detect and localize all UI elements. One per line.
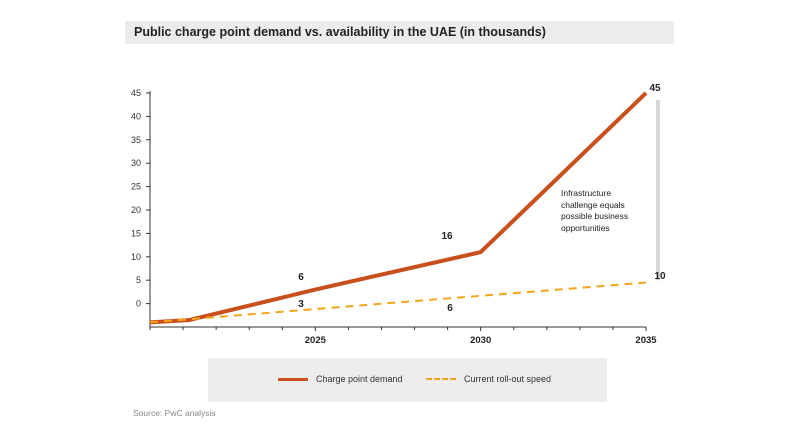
data-label-rollout: 6 (447, 303, 453, 314)
y-tick-label: 30 (131, 158, 141, 168)
series-line-rollout (149, 281, 647, 324)
chart-title-bar: Public charge point demand vs. availabil… (125, 21, 674, 44)
legend-label: Current roll-out speed (464, 374, 552, 384)
x-tick-label: 2030 (470, 335, 491, 346)
x-tick-label: 2035 (635, 335, 657, 346)
y-tick-label: 25 (131, 182, 141, 192)
legend: Charge point demand Current roll-out spe… (208, 358, 607, 402)
series-line-demand (149, 91, 648, 325)
y-tick-label: 35 (131, 135, 141, 145)
y-tick-label: 15 (131, 228, 141, 238)
annotation-line: opportunities (561, 222, 610, 233)
source-note: Source: PwC analysis (133, 408, 216, 418)
legend-item-demand: Charge point demand (278, 374, 403, 384)
data-label-demand: 45 (649, 83, 661, 94)
y-tick-label: 45 (131, 88, 141, 98)
legend-swatch-dashed (426, 378, 456, 380)
data-label-rollout: 10 (654, 271, 666, 282)
annotation-line: Infrastructure (561, 188, 612, 198)
annotation-line: challenge equals (561, 199, 625, 210)
annotation-line: possible business (561, 211, 629, 221)
legend-item-rollout: Current roll-out speed (426, 374, 551, 384)
legend-swatch-solid (278, 377, 308, 381)
data-label-demand: 6 (298, 272, 304, 283)
annotation-text: Infrastructure challenge equals possible… (561, 188, 661, 234)
x-tick-label: 2025 (305, 335, 327, 346)
data-label-rollout: 3 (298, 299, 304, 310)
y-tick-label: 5 (136, 275, 141, 285)
chart-title: Public charge point demand vs. availabil… (134, 25, 546, 39)
y-tick-label: 40 (131, 111, 141, 121)
legend-label: Charge point demand (316, 374, 403, 384)
y-tick-label: 20 (131, 205, 141, 215)
data-label-demand: 16 (441, 231, 453, 242)
y-tick-label: 0 (136, 299, 141, 309)
y-tick-label: 10 (131, 252, 141, 262)
